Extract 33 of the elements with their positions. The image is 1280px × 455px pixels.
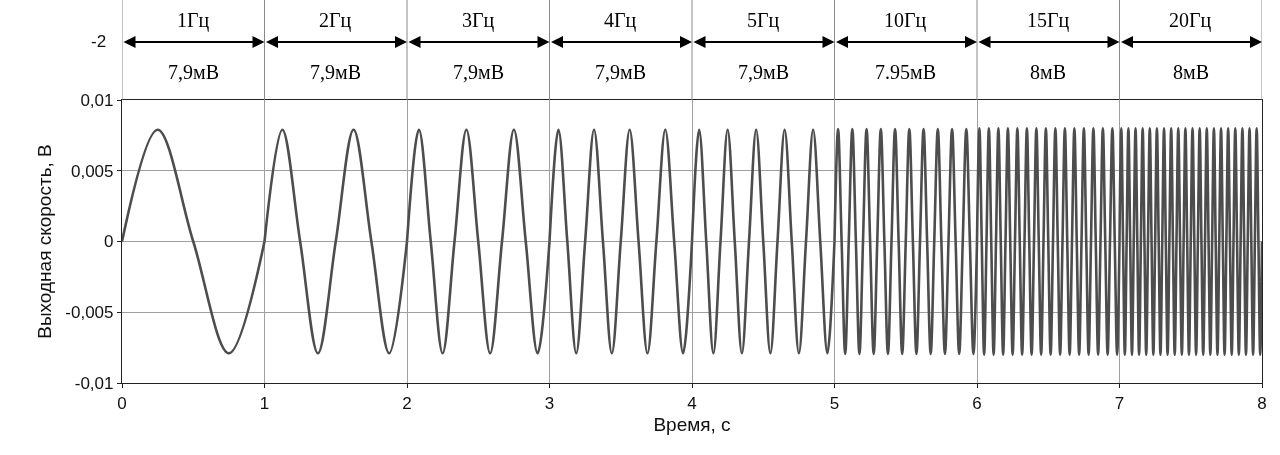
text: 4Гц <box>604 9 637 32</box>
text: -2 <box>91 32 107 51</box>
x-tick-label: 3 <box>544 393 555 413</box>
y-tick-label: 0 <box>104 232 114 252</box>
x-axis-title: Время, с <box>653 414 731 436</box>
text: 8мВ <box>1173 61 1209 83</box>
text: 1Гц <box>177 9 210 32</box>
text: 5Гц <box>747 9 780 32</box>
text: 3Гц <box>462 9 495 32</box>
text: 7,9мВ <box>310 61 361 83</box>
x-tick-label: 8 <box>1257 393 1267 413</box>
x-tick-label: 4 <box>687 393 697 413</box>
y-tick-label: -0,01 <box>74 373 114 393</box>
text: 7.95мВ <box>875 61 936 83</box>
text: 2Гц <box>319 9 352 32</box>
y-tick-label: -0,005 <box>65 303 114 323</box>
y-tick-label: 0,005 <box>70 161 114 181</box>
text: 7,9мВ <box>168 61 219 83</box>
text: 8мВ <box>1030 61 1066 83</box>
y-axis-title: Выходная скорость, В <box>34 144 56 339</box>
x-tick-label: 1 <box>259 393 270 413</box>
x-tick-label: 5 <box>829 393 840 413</box>
x-tick-label: 6 <box>972 393 982 413</box>
x-tick-label: 2 <box>402 393 412 413</box>
text: 20Гц <box>1169 9 1212 32</box>
x-tick-label: 0 <box>117 393 127 413</box>
text: 15Гц <box>1027 9 1070 32</box>
text: 7,9мВ <box>453 61 504 83</box>
text: 10Гц <box>884 9 927 32</box>
y-tick-label: 0,01 <box>80 90 114 110</box>
x-tick-label: 7 <box>1114 393 1125 413</box>
text: 7,9мВ <box>595 61 646 83</box>
text: 7,9мВ <box>738 61 789 83</box>
